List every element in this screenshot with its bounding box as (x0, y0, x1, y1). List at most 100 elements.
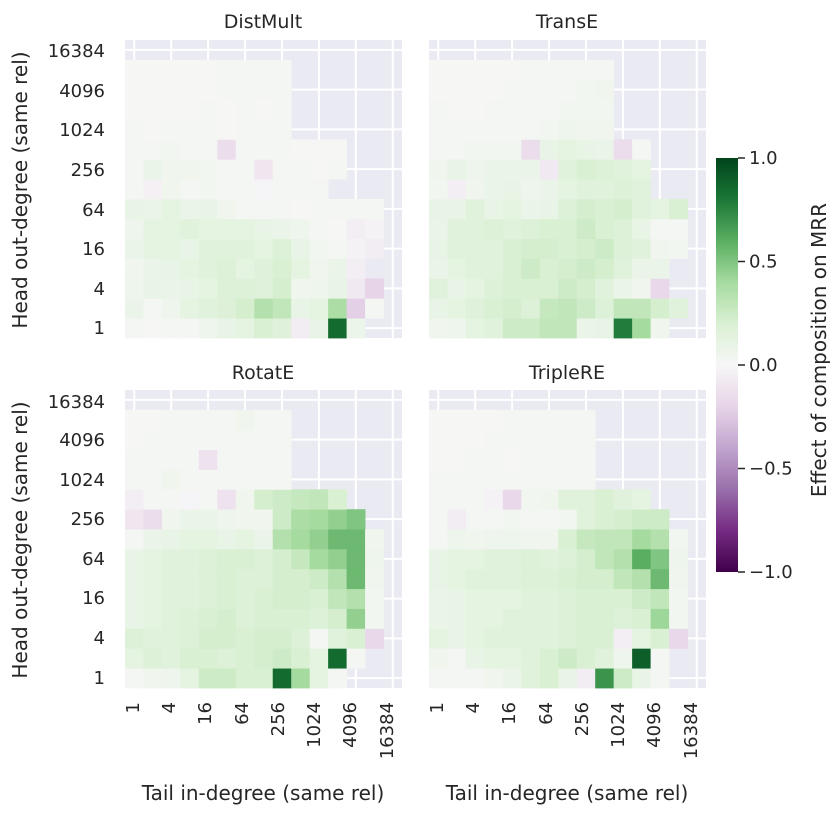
heatmap-cell (465, 79, 485, 100)
heatmap-cell (669, 198, 688, 220)
heatmap-cell (521, 429, 541, 450)
heatmap-cell (613, 278, 633, 299)
heatmap-cell (217, 608, 237, 629)
heatmap-cell (125, 258, 144, 279)
heatmap-cell (143, 258, 163, 279)
heatmap-cell (576, 449, 596, 470)
heatmap-cell (272, 59, 292, 81)
heatmap-cell (180, 608, 200, 629)
heatmap-cell (447, 429, 467, 450)
heatmap-cell (465, 238, 485, 259)
panel-distmult: DistMult (125, 11, 402, 339)
heatmap-cell (235, 429, 255, 450)
heatmap-cell (143, 648, 163, 669)
heatmap-cell (125, 469, 144, 490)
heatmap-cell (328, 509, 347, 530)
heatmap-cell (465, 99, 485, 120)
heatmap-cell (309, 198, 329, 220)
heatmap-cell (484, 159, 504, 180)
heatmap-cell (465, 318, 485, 339)
heatmap-cell (632, 489, 651, 510)
heatmap-cell (521, 198, 541, 220)
heatmap-cell (217, 59, 237, 81)
heatmap-cell (272, 238, 292, 259)
heatmap-cell (272, 628, 292, 649)
heatmap-cell (217, 258, 237, 279)
x-tick-label: 64 (232, 702, 253, 725)
heatmap-cell (235, 409, 255, 431)
panel-title: TripleRE (528, 362, 605, 384)
heatmap-cell (328, 198, 347, 220)
heatmap-cell (595, 179, 615, 200)
heatmap-cell (613, 218, 633, 240)
heatmap-cell (576, 509, 596, 530)
heatmap-cell (465, 179, 485, 200)
heatmap-cell (143, 179, 163, 200)
heatmap-cell (198, 258, 218, 279)
heatmap-cell (217, 298, 237, 319)
heatmap-cell (346, 509, 366, 530)
heatmap-cell (595, 608, 615, 629)
heatmap-cell (180, 79, 200, 100)
heatmap-cell (272, 608, 292, 629)
heatmap-cell (198, 509, 218, 530)
heatmap-cell (447, 179, 467, 200)
heatmap-cell (217, 409, 237, 431)
heatmap-cell (365, 529, 384, 550)
heatmap-cell (632, 179, 651, 200)
heatmap-cell (539, 668, 559, 689)
heatmap-cell (217, 648, 237, 669)
heatmap-cell (143, 119, 163, 140)
heatmap-cell (125, 298, 144, 319)
heatmap-cell (521, 489, 541, 510)
heatmap-cell (272, 318, 292, 339)
heatmap-cell (539, 298, 559, 319)
heatmap-cell (125, 648, 144, 669)
heatmap-cell (576, 628, 596, 649)
heatmap-cell (217, 238, 237, 259)
heatmap-cell (484, 608, 504, 629)
heatmap-cell (235, 469, 255, 490)
heatmap-cell (143, 509, 163, 530)
heatmap-cell (613, 159, 633, 180)
heatmap-cell (595, 59, 615, 81)
heatmap-cell (465, 139, 485, 160)
heatmap-cell (502, 218, 522, 240)
heatmap-cell (198, 489, 218, 510)
heatmap-cell (180, 489, 200, 510)
heatmap-cell (180, 568, 200, 590)
heatmap-cell (328, 628, 347, 649)
heatmap-cell (632, 568, 651, 590)
heatmap-cell (161, 648, 181, 669)
heatmap-cell (125, 179, 144, 200)
panel-title: RotatE (232, 362, 295, 384)
heatmap-cell (521, 238, 541, 259)
heatmap-cell (502, 258, 522, 279)
heatmap-cell (650, 568, 670, 590)
heatmap-cell (143, 548, 163, 570)
heatmap-cell (198, 79, 218, 100)
heatmap-cell (539, 648, 559, 669)
heatmap-cell (576, 318, 596, 339)
heatmap-cell (328, 218, 347, 240)
y-axis-label: Head out-degree (same rel) (8, 401, 32, 678)
heatmap-cell (161, 59, 181, 81)
heatmap-cell (484, 548, 504, 570)
heatmap-cell (365, 238, 384, 259)
y-tick-labels-bottom: 16384 4096 1024 256 64 16 4 1 (48, 392, 105, 689)
heatmap-cell (254, 548, 274, 570)
heatmap-cell (198, 409, 218, 431)
heatmap-cell (309, 258, 329, 279)
heatmap-cell (558, 278, 578, 299)
heatmap-cell (161, 628, 181, 649)
heatmap-cell (272, 258, 292, 279)
heatmap-cell (521, 509, 541, 530)
heatmap-cell (346, 568, 366, 590)
heatmap-cell (125, 59, 144, 81)
heatmap-cell (521, 159, 541, 180)
heatmap-cell (595, 238, 615, 259)
heatmap-cell (198, 548, 218, 570)
heatmap-cell (539, 429, 559, 450)
heatmap-cell (161, 489, 181, 510)
heatmap-cell (576, 298, 596, 319)
